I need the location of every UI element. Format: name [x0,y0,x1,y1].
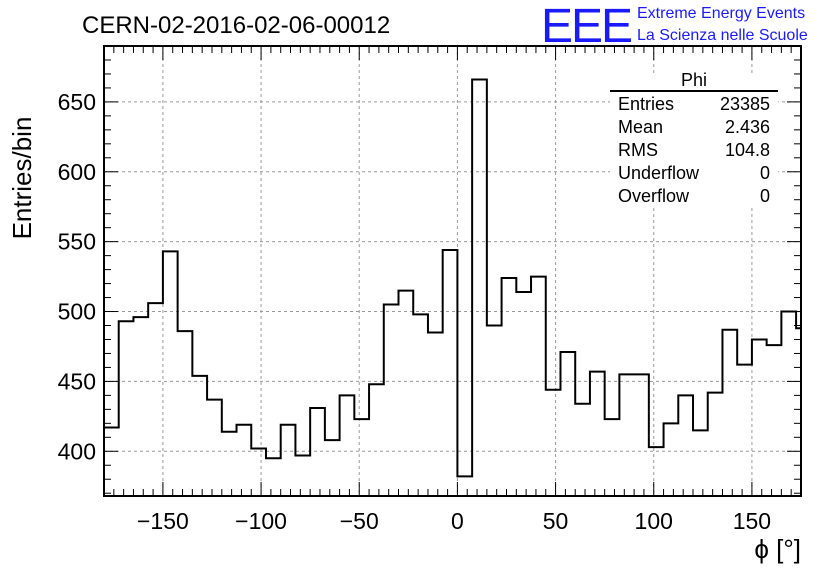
stats-row-label: Mean [618,117,663,137]
axis-ticks [104,45,802,496]
x-tick-label: −150 [137,508,189,534]
stats-box-background [610,74,778,208]
stats-row-label: Entries [618,94,674,114]
stats-row-label: Overflow [618,186,690,206]
y-tick-label: 650 [58,89,96,115]
y-tick-labels: 400 450 500 550 600 650 [58,89,96,464]
stats-row-value: 2.436 [725,117,770,137]
x-tick-label: 0 [451,508,464,534]
stats-box-title: Phi [681,70,707,90]
x-tick-label: 100 [635,508,673,534]
y-tick-label: 400 [58,438,96,464]
stats-row-value: 0 [760,186,770,206]
x-tick-label: −50 [340,508,379,534]
eee-logo-mark: EEE [541,0,631,53]
x-tick-label: 50 [543,508,569,534]
x-tick-label: 150 [733,508,771,534]
y-tick-label: 450 [58,368,96,394]
eee-logo-line1: Extreme Energy Events [637,5,805,22]
stats-row-label: RMS [618,140,658,160]
chart-title: CERN-02-2016-02-06-00012 [82,12,390,39]
stats-row-value: 0 [760,163,770,183]
eee-logo: EEE Extreme Energy Events La Scienza nel… [541,0,808,53]
stats-box: Phi Entries 23385 Mean 2.436 RMS 104.8 Underfl… [610,70,778,208]
plot-frame [103,45,802,497]
y-axis-label: Entries/bin [7,117,37,240]
stats-row-value: 23385 [720,94,770,114]
histogram-line [103,78,801,496]
stats-row-label: Underflow [618,163,700,183]
stats-rows: Entries 23385 Mean 2.436 RMS 104.8 Underflow 0 O… [618,94,770,206]
x-tick-labels: −150 −100 −50 0 50 100 150 [137,508,771,534]
x-axis-label: ϕ [°] [754,534,801,564]
y-tick-label: 550 [58,229,96,255]
eee-logo-line2: La Scienza nelle Scuole [637,27,808,44]
y-tick-label: 500 [58,299,96,325]
stats-row-value: 104.8 [725,140,770,160]
y-tick-label: 600 [58,159,96,185]
x-tick-label: −100 [235,508,287,534]
